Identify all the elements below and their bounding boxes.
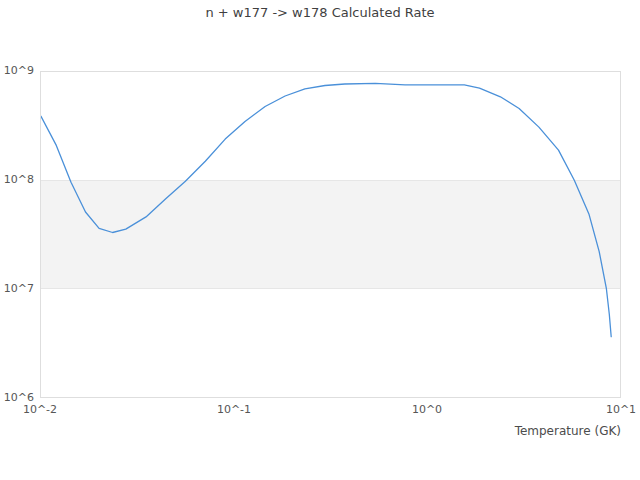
x-tick-label-1e1: 10^1 [589,403,640,417]
x-axis-title: Temperature (GK) [515,424,621,438]
chart-title: n + w177 -> w178 Calculated Rate [0,5,640,20]
y-tick-label-1e9: 10^9 [0,64,34,78]
rate-curve-path [41,83,611,336]
rate-curve [41,72,620,397]
chart-figure: n + w177 -> w178 Calculated Rate 10^9 10… [0,0,640,480]
y-tick-label-1e8: 10^8 [0,173,34,187]
x-tick-label-1e0: 10^0 [395,403,459,417]
x-tick-label-1e-1: 10^-1 [202,403,266,417]
y-tick-label-1e7: 10^7 [0,282,34,296]
x-tick-label-1e-2: 10^-2 [8,403,72,417]
plot-area [40,71,621,398]
